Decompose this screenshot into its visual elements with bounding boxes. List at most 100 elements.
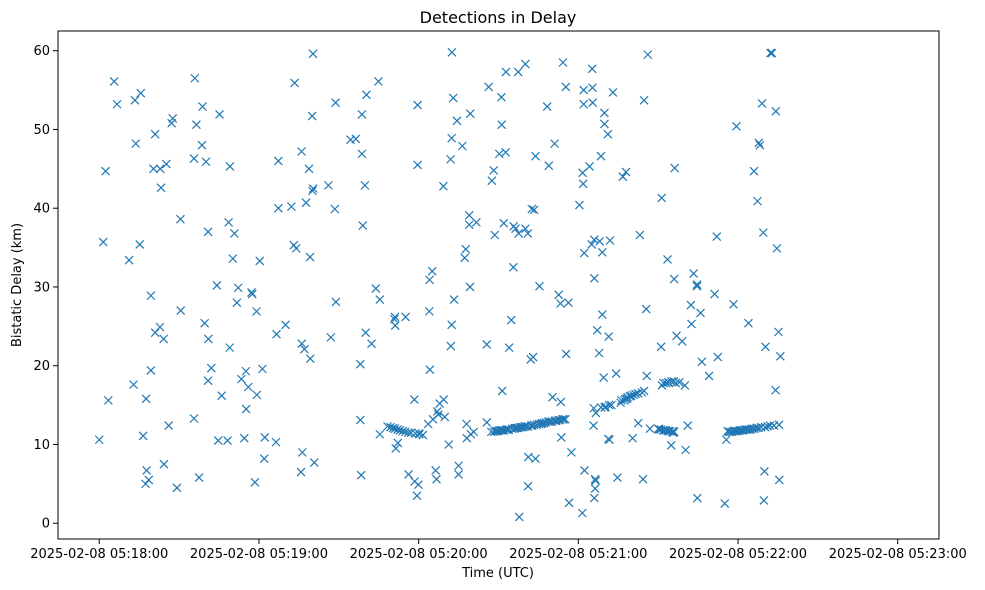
- data-point: [203, 334, 213, 344]
- data-point: [720, 499, 730, 508]
- data-point: [757, 99, 767, 108]
- x-axis-ticks: 2025-02-08 05:18:00 2025-02-08 05:19:00 20…: [30, 539, 967, 562]
- data-point: [225, 343, 235, 353]
- data-point: [604, 332, 614, 342]
- data-point: [94, 435, 104, 445]
- data-point: [523, 481, 533, 491]
- data-point: [300, 344, 309, 354]
- data-point: [297, 339, 307, 349]
- data-point: [164, 421, 174, 431]
- data-point: [432, 406, 442, 416]
- data-point: [645, 424, 655, 434]
- data-point: [305, 354, 315, 364]
- data-point: [109, 76, 119, 86]
- data-point: [374, 76, 383, 86]
- data-point: [520, 59, 530, 69]
- data-point: [578, 179, 588, 189]
- data-point: [418, 430, 428, 440]
- data-point: [482, 340, 492, 349]
- data-point: [613, 473, 622, 482]
- data-point: [590, 484, 600, 494]
- data-point: [404, 469, 413, 479]
- data-point: [308, 49, 318, 59]
- data-point: [360, 180, 370, 190]
- data-point: [136, 88, 146, 98]
- data-point: [670, 163, 680, 173]
- y-tick-label: 50: [33, 123, 50, 138]
- data-point: [290, 78, 300, 88]
- data-point: [596, 151, 606, 161]
- data-point: [431, 466, 441, 475]
- data-point: [574, 200, 584, 210]
- data-point: [172, 483, 182, 493]
- x-tick-label: 2025-02-08 05:18:00: [30, 547, 168, 562]
- data-point: [449, 295, 459, 304]
- data-point: [149, 164, 158, 174]
- data-point: [425, 365, 435, 375]
- data-point: [194, 473, 204, 482]
- y-tick-label: 10: [33, 438, 50, 453]
- data-point: [259, 454, 269, 464]
- data-point: [156, 183, 166, 193]
- data-point: [191, 120, 201, 130]
- data-point: [357, 110, 367, 119]
- data-point: [544, 161, 554, 171]
- data-point: [550, 139, 560, 149]
- data-point: [638, 474, 648, 484]
- data-point: [236, 374, 246, 384]
- data-point: [767, 48, 777, 58]
- data-point: [561, 82, 571, 92]
- y-tick-label: 0: [42, 517, 50, 532]
- data-point: [250, 477, 260, 487]
- data-point: [669, 427, 679, 437]
- data-point: [542, 102, 552, 112]
- data-point: [462, 419, 471, 429]
- data-point: [159, 334, 169, 344]
- data-point: [255, 256, 265, 266]
- data-point: [228, 254, 238, 264]
- data-point: [98, 237, 108, 247]
- data-point: [197, 140, 207, 150]
- data-point: [146, 291, 156, 301]
- data-point: [585, 162, 594, 171]
- plot-area-frame: [57, 30, 940, 540]
- data-point: [605, 435, 614, 445]
- data-point: [712, 232, 722, 241]
- data-point: [112, 99, 122, 109]
- data-point: [527, 204, 537, 214]
- data-point: [461, 244, 471, 254]
- data-point: [447, 320, 457, 330]
- data-point: [497, 120, 507, 130]
- data-point: [424, 306, 434, 316]
- data-point: [155, 164, 165, 174]
- data-point: [628, 433, 638, 443]
- data-point: [687, 319, 696, 329]
- data-point: [247, 289, 257, 299]
- data-point: [138, 431, 148, 441]
- data-point: [155, 322, 165, 332]
- data-point: [774, 475, 784, 485]
- data-point: [696, 308, 705, 318]
- data-point: [257, 364, 267, 374]
- data-point: [772, 243, 782, 253]
- data-point: [101, 166, 111, 176]
- data-point: [141, 394, 151, 404]
- data-point: [273, 203, 283, 213]
- data-point: [594, 348, 604, 358]
- data-point: [330, 204, 340, 214]
- data-point: [710, 289, 720, 299]
- data-point: [514, 512, 524, 522]
- data-point: [273, 156, 283, 166]
- data-point: [513, 67, 523, 77]
- data-point: [375, 295, 385, 304]
- data-point: [301, 198, 311, 208]
- data-point: [457, 141, 467, 151]
- data-point: [579, 248, 589, 258]
- data-point: [611, 369, 621, 379]
- y-tick-label: 60: [33, 44, 50, 59]
- y-tick-label: 30: [33, 280, 50, 295]
- data-point: [680, 380, 690, 390]
- y-axis-ticks: 0 10 20 30 40 50 60: [33, 44, 58, 532]
